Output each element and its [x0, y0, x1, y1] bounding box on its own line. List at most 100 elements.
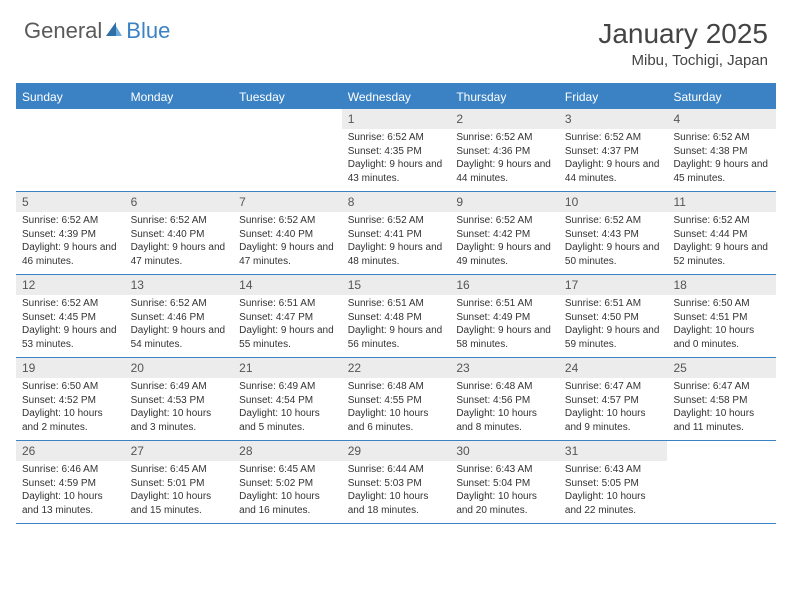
day-body: Sunrise: 6:52 AMSunset: 4:46 PMDaylight:… — [125, 295, 234, 355]
day-body: Sunrise: 6:50 AMSunset: 4:52 PMDaylight:… — [16, 378, 125, 438]
day-body: Sunrise: 6:52 AMSunset: 4:40 PMDaylight:… — [125, 212, 234, 272]
day-body: Sunrise: 6:52 AMSunset: 4:39 PMDaylight:… — [16, 212, 125, 272]
day-cell: 14Sunrise: 6:51 AMSunset: 4:47 PMDayligh… — [233, 275, 342, 357]
day-number: 18 — [667, 275, 776, 295]
day-body: Sunrise: 6:52 AMSunset: 4:44 PMDaylight:… — [667, 212, 776, 272]
daylight-text: Daylight: 10 hours and 20 minutes. — [456, 490, 553, 517]
sunrise-text: Sunrise: 6:46 AM — [22, 463, 119, 477]
day-number: 28 — [233, 441, 342, 461]
title-block: January 2025 Mibu, Tochigi, Japan — [598, 18, 768, 69]
day-cell — [125, 109, 234, 191]
daylight-text: Daylight: 10 hours and 8 minutes. — [456, 407, 553, 434]
sunrise-text: Sunrise: 6:45 AM — [131, 463, 228, 477]
day-body: Sunrise: 6:47 AMSunset: 4:58 PMDaylight:… — [667, 378, 776, 438]
day-body: Sunrise: 6:52 AMSunset: 4:45 PMDaylight:… — [16, 295, 125, 355]
day-cell: 31Sunrise: 6:43 AMSunset: 5:05 PMDayligh… — [559, 441, 668, 523]
sunset-text: Sunset: 5:03 PM — [348, 477, 445, 491]
daylight-text: Daylight: 9 hours and 53 minutes. — [22, 324, 119, 351]
sunrise-text: Sunrise: 6:52 AM — [673, 214, 770, 228]
day-number — [16, 109, 125, 113]
weeks-container: 1 Sunrise: 6:52 AM Sunset: 4:35 PM Daylight… — [16, 109, 776, 524]
daylight-text: Daylight: 10 hours and 16 minutes. — [239, 490, 336, 517]
day-body: Sunrise: 6:52 AMSunset: 4:36 PMDaylight:… — [450, 129, 559, 189]
day-body: Sunrise: 6:51 AMSunset: 4:50 PMDaylight:… — [559, 295, 668, 355]
day-cell: 1Sunrise: 6:52 AMSunset: 4:35 PMDaylight… — [342, 109, 451, 191]
sunset-text: Sunset: 4:37 PM — [565, 145, 662, 159]
day-number: 6 — [125, 192, 234, 212]
daylight-text: Daylight: 9 hours and 50 minutes. — [565, 241, 662, 268]
day-cell — [233, 109, 342, 191]
day-body: Sunrise: 6:44 AMSunset: 5:03 PMDaylight:… — [342, 461, 451, 521]
day-number: 5 — [16, 192, 125, 212]
week-row: 5Sunrise: 6:52 AMSunset: 4:39 PMDaylight… — [16, 192, 776, 275]
sunset-text: Sunset: 4:48 PM — [348, 311, 445, 325]
day-body: Sunrise: 6:43 AMSunset: 5:04 PMDaylight:… — [450, 461, 559, 521]
daylight-text: Daylight: 9 hours and 55 minutes. — [239, 324, 336, 351]
sunrise-text: Sunrise: 6:51 AM — [239, 297, 336, 311]
day-cell: 2Sunrise: 6:52 AMSunset: 4:36 PMDaylight… — [450, 109, 559, 191]
daylight-text: Daylight: 9 hours and 45 minutes. — [673, 158, 770, 185]
day-cell — [16, 109, 125, 191]
sunset-text: Sunset: 5:02 PM — [239, 477, 336, 491]
dow-thursday: Thursday — [450, 85, 559, 109]
sunrise-text: Sunrise: 6:49 AM — [239, 380, 336, 394]
day-body: Sunrise: 6:43 AMSunset: 5:05 PMDaylight:… — [559, 461, 668, 521]
day-number: 23 — [450, 358, 559, 378]
sunset-text: Sunset: 4:50 PM — [565, 311, 662, 325]
day-number: 17 — [559, 275, 668, 295]
week-row: 19Sunrise: 6:50 AMSunset: 4:52 PMDayligh… — [16, 358, 776, 441]
sunset-text: Sunset: 4:47 PM — [239, 311, 336, 325]
sunset-text: Sunset: 4:39 PM — [22, 228, 119, 242]
day-body: Sunrise: 6:52 AMSunset: 4:38 PMDaylight:… — [667, 129, 776, 189]
sunset-text: Sunset: 4:36 PM — [456, 145, 553, 159]
sunrise-text: Sunrise: 6:51 AM — [565, 297, 662, 311]
day-cell: 23Sunrise: 6:48 AMSunset: 4:56 PMDayligh… — [450, 358, 559, 440]
day-cell: 27Sunrise: 6:45 AMSunset: 5:01 PMDayligh… — [125, 441, 234, 523]
daylight-text: Daylight: 9 hours and 54 minutes. — [131, 324, 228, 351]
sunrise-text: Sunrise: 6:48 AM — [348, 380, 445, 394]
daylight-text: Daylight: 10 hours and 11 minutes. — [673, 407, 770, 434]
logo-text-blue: Blue — [126, 18, 170, 44]
sunrise-text: Sunrise: 6:52 AM — [22, 214, 119, 228]
day-number: 19 — [16, 358, 125, 378]
sunrise-text: Sunrise: 6:50 AM — [22, 380, 119, 394]
sunset-text: Sunset: 4:38 PM — [673, 145, 770, 159]
day-cell: 9Sunrise: 6:52 AMSunset: 4:42 PMDaylight… — [450, 192, 559, 274]
day-number: 1 — [342, 109, 451, 129]
day-body: Sunrise: 6:46 AMSunset: 4:59 PMDaylight:… — [16, 461, 125, 521]
sunrise-text: Sunrise: 6:52 AM — [565, 131, 662, 145]
sunset-text: Sunset: 4:55 PM — [348, 394, 445, 408]
day-cell: 3Sunrise: 6:52 AMSunset: 4:37 PMDaylight… — [559, 109, 668, 191]
sunset-text: Sunset: 4:52 PM — [22, 394, 119, 408]
day-cell: 5Sunrise: 6:52 AMSunset: 4:39 PMDaylight… — [16, 192, 125, 274]
day-body: Sunrise: 6:51 AMSunset: 4:48 PMDaylight:… — [342, 295, 451, 355]
day-cell: 16Sunrise: 6:51 AMSunset: 4:49 PMDayligh… — [450, 275, 559, 357]
daylight-text: Daylight: 10 hours and 2 minutes. — [22, 407, 119, 434]
sunset-text: Sunset: 4:41 PM — [348, 228, 445, 242]
day-number: 3 — [559, 109, 668, 129]
daylight-text: Daylight: 9 hours and 56 minutes. — [348, 324, 445, 351]
daylight-text: Daylight: 9 hours and 47 minutes. — [131, 241, 228, 268]
sunrise-text: Sunrise: 6:44 AM — [348, 463, 445, 477]
day-body: Sunrise: 6:48 AMSunset: 4:56 PMDaylight:… — [450, 378, 559, 438]
sunrise-text: Sunrise: 6:51 AM — [348, 297, 445, 311]
daylight-text: Daylight: 9 hours and 48 minutes. — [348, 241, 445, 268]
dow-wednesday: Wednesday — [342, 85, 451, 109]
day-number: 15 — [342, 275, 451, 295]
day-body: Sunrise: 6:52 AMSunset: 4:41 PMDaylight:… — [342, 212, 451, 272]
week-row: 26Sunrise: 6:46 AMSunset: 4:59 PMDayligh… — [16, 441, 776, 524]
daylight-text: Daylight: 10 hours and 3 minutes. — [131, 407, 228, 434]
day-cell: 20Sunrise: 6:49 AMSunset: 4:53 PMDayligh… — [125, 358, 234, 440]
sunrise-text: Sunrise: 6:52 AM — [131, 214, 228, 228]
day-number: 30 — [450, 441, 559, 461]
day-cell: 7Sunrise: 6:52 AMSunset: 4:40 PMDaylight… — [233, 192, 342, 274]
sunset-text: Sunset: 4:35 PM — [348, 145, 445, 159]
daylight-text: Daylight: 10 hours and 9 minutes. — [565, 407, 662, 434]
sunset-text: Sunset: 5:05 PM — [565, 477, 662, 491]
sunset-text: Sunset: 4:49 PM — [456, 311, 553, 325]
sunrise-text: Sunrise: 6:52 AM — [22, 297, 119, 311]
day-cell: 21Sunrise: 6:49 AMSunset: 4:54 PMDayligh… — [233, 358, 342, 440]
sunrise-text: Sunrise: 6:47 AM — [673, 380, 770, 394]
sunrise-text: Sunrise: 6:47 AM — [565, 380, 662, 394]
day-number: 24 — [559, 358, 668, 378]
